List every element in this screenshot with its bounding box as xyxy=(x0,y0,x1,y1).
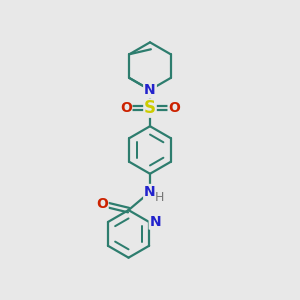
Text: H: H xyxy=(154,191,164,204)
Text: N: N xyxy=(149,215,161,229)
Text: O: O xyxy=(120,101,132,115)
Text: O: O xyxy=(168,101,180,115)
Text: S: S xyxy=(144,99,156,117)
Text: N: N xyxy=(144,185,156,199)
Text: N: N xyxy=(144,83,156,97)
Text: O: O xyxy=(96,196,108,211)
